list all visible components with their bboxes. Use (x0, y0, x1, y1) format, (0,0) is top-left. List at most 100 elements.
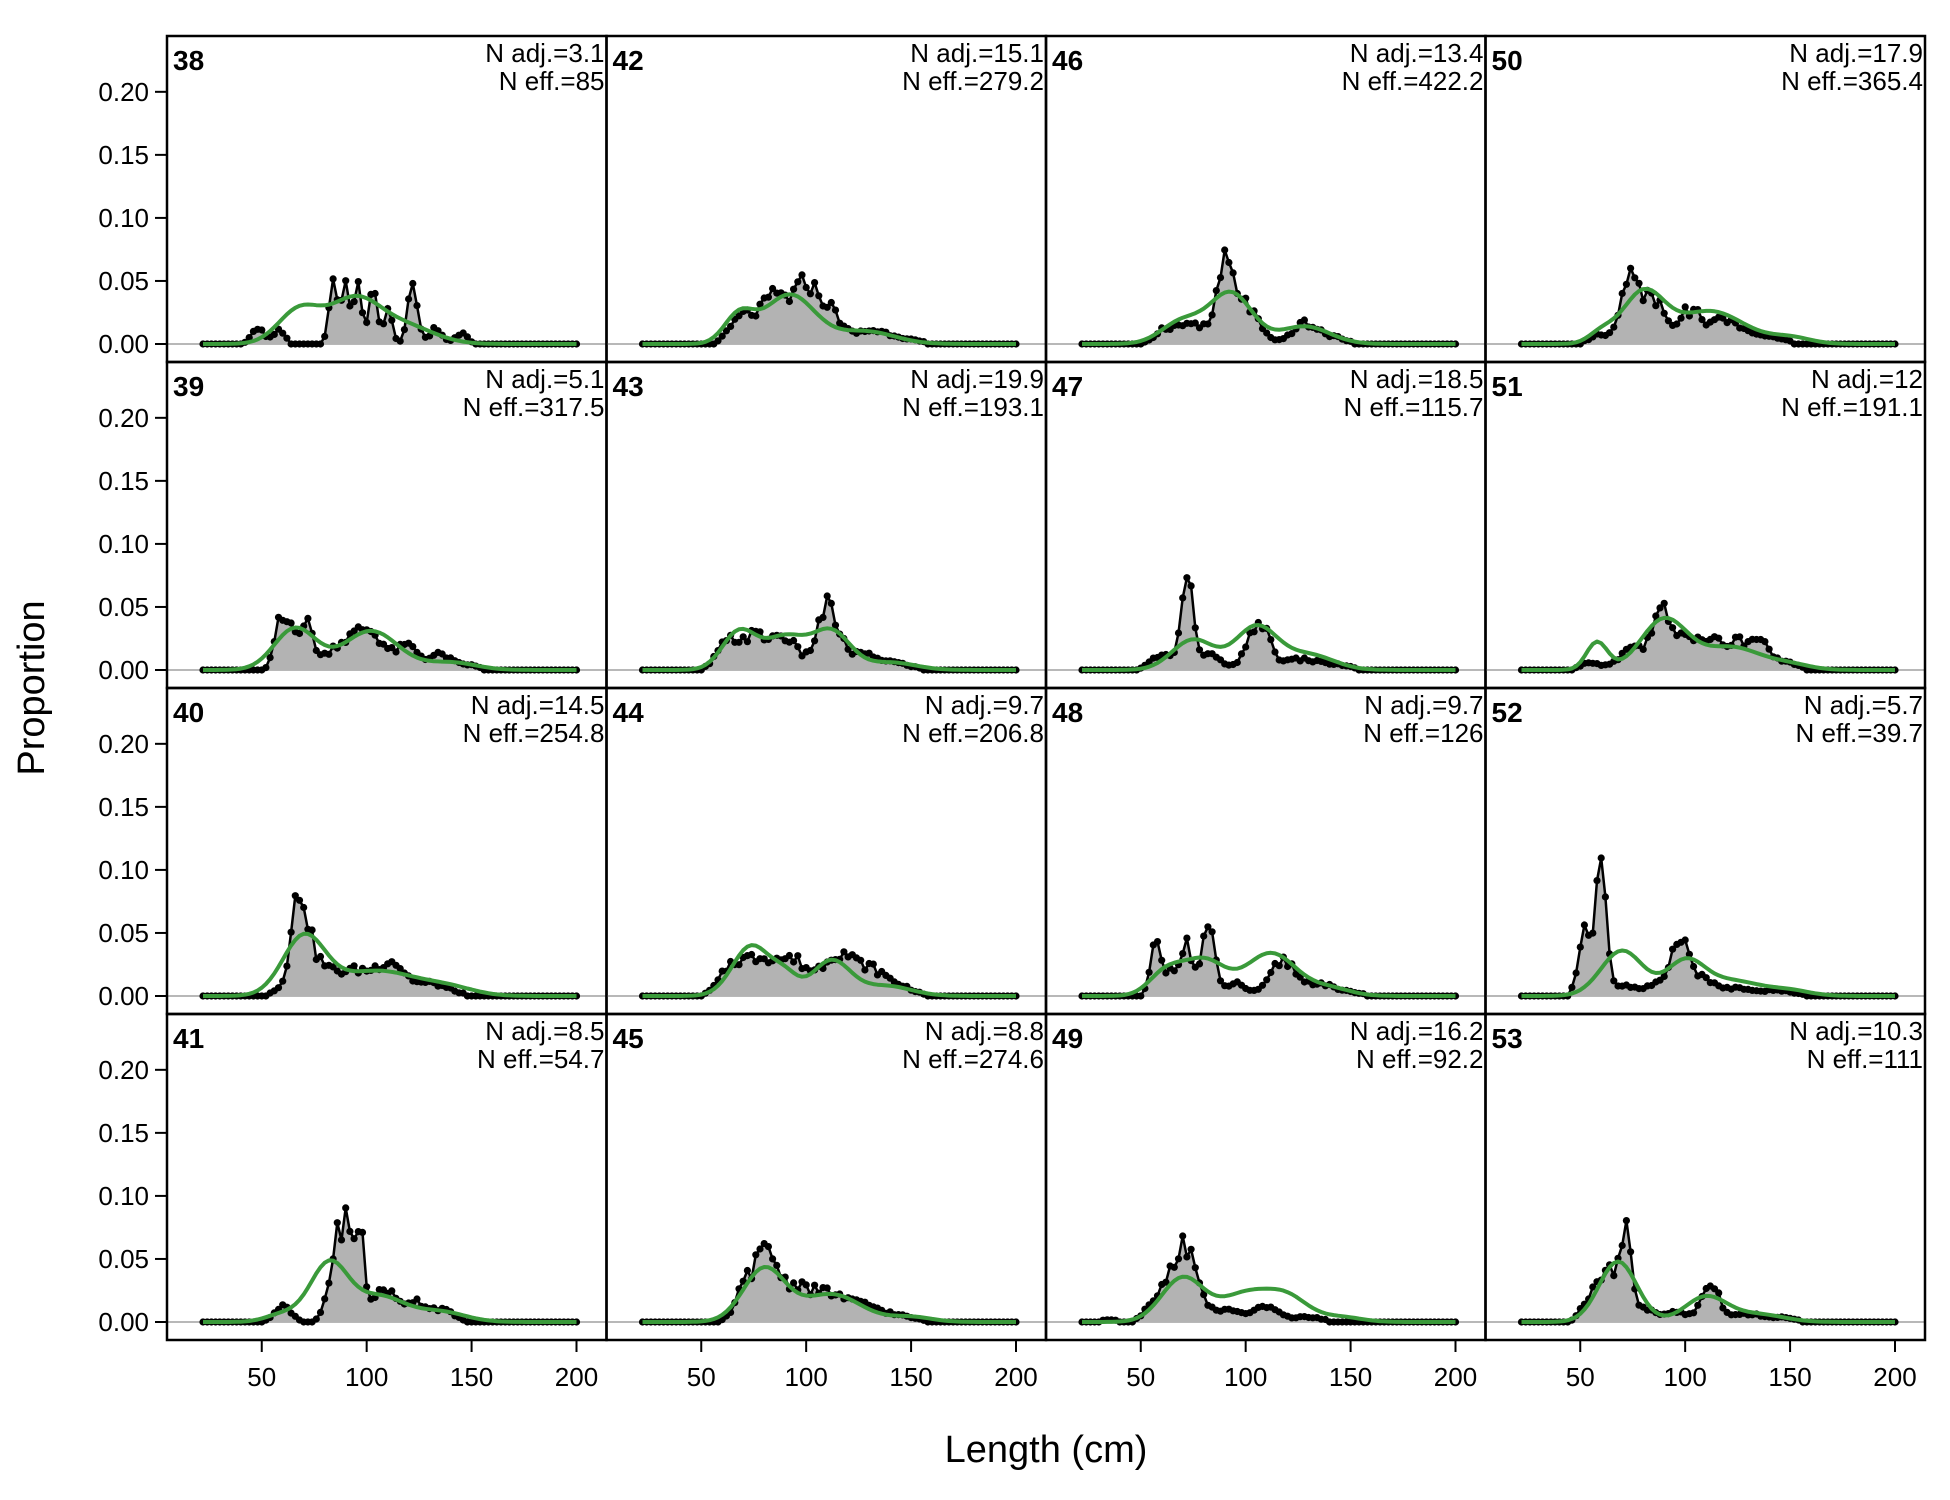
observed-point (1606, 329, 1614, 337)
y-tick-label: 0.20 (98, 77, 149, 107)
x-tick-label: 100 (1663, 1362, 1706, 1392)
x-tick-label: 50 (247, 1362, 276, 1392)
x-tick-label: 150 (1329, 1362, 1372, 1392)
observed-point (827, 298, 835, 307)
observed-point (1267, 636, 1275, 644)
n-adj-label: N adj.=13.4 (1350, 38, 1484, 68)
expected-line (642, 943, 1016, 998)
observed-point (1191, 319, 1199, 327)
x-tick-label: 50 (1566, 1362, 1595, 1392)
observed-point (1179, 594, 1187, 602)
observed-point (802, 1281, 810, 1289)
observed-point (1216, 977, 1225, 985)
observed-point (714, 337, 722, 345)
panel-id-label: 51 (1492, 371, 1523, 402)
observed-point (739, 633, 747, 641)
observed-point (346, 1227, 354, 1235)
observed-point (1208, 311, 1216, 319)
observed-point (1639, 297, 1647, 305)
observed-point (321, 1295, 329, 1303)
observed-point (1191, 624, 1199, 632)
observed-point (1610, 977, 1618, 985)
observed-point (811, 1281, 819, 1289)
panel-id-label: 40 (173, 697, 204, 728)
observed-point (1685, 950, 1693, 958)
panel-50: 50 N adj.=17.9N eff.=365.4 (1484, 34, 1927, 364)
observed-point (718, 332, 726, 340)
observed-point (823, 592, 831, 600)
observed-point (1195, 646, 1204, 654)
x-tick-label: 100 (345, 1362, 388, 1392)
observed-point (1200, 932, 1208, 940)
observed-point (270, 330, 278, 338)
observed-point (1715, 634, 1723, 642)
observed-point (1212, 287, 1220, 295)
expected-line (1521, 1259, 1895, 1324)
n-eff-label: N eff.=85 (499, 66, 605, 96)
expected-line (1521, 615, 1895, 672)
observed-area (1082, 1236, 1456, 1322)
panel-42: 42 N adj.=15.1N eff.=279.2 (605, 34, 1048, 364)
x-axes-group: 50 100 150 200 50 100 150 200 50 100 150 200 50 100 15… (247, 1340, 1917, 1392)
expected-line (203, 293, 577, 346)
observed-point (827, 599, 835, 608)
observed-point (321, 332, 329, 340)
observed-point (752, 312, 760, 320)
observed-point (764, 293, 773, 301)
observed-point (1610, 1272, 1618, 1280)
panel-44: 44 N adj.=9.7N eff.=206.8 (605, 686, 1048, 1016)
observed-point (363, 1283, 371, 1291)
observed-point (1601, 893, 1609, 901)
y-tick-label: 0.00 (98, 329, 149, 359)
observed-point (1660, 972, 1668, 981)
x-tick-label: 100 (784, 1362, 827, 1392)
observed-point (287, 619, 295, 627)
observed-point (798, 271, 806, 279)
n-eff-label: N eff.=126 (1363, 718, 1483, 748)
expected-line (203, 931, 577, 998)
observed-point (1158, 956, 1166, 964)
panel-id-label: 47 (1052, 371, 1083, 402)
observed-point (1170, 1263, 1178, 1271)
observed-point (1622, 280, 1630, 288)
observed-area (203, 1207, 577, 1322)
observed-point (379, 320, 388, 328)
y-tick-label: 0.05 (98, 1244, 149, 1274)
n-eff-label: N eff.=422.2 (1342, 66, 1484, 96)
observed-point (1267, 968, 1275, 977)
y-tick-label: 0.15 (98, 792, 149, 822)
y-tick-label: 0.05 (98, 918, 149, 948)
panel-id-label: 52 (1492, 697, 1523, 728)
observed-point (1229, 269, 1237, 277)
observed-point (1652, 612, 1660, 620)
observed-area (642, 596, 1016, 670)
observed-point (392, 648, 400, 656)
n-adj-label: N adj.=9.7 (925, 690, 1044, 720)
observed-point (295, 629, 304, 638)
observed-point (316, 340, 325, 348)
panel-40: 40 N adj.=14.5N eff.=254.8 (165, 686, 608, 1016)
observed-point (279, 329, 287, 337)
panel-id-label: 49 (1052, 1023, 1083, 1054)
observed-point (1179, 950, 1187, 958)
panel-49: 49 N adj.=16.2N eff.=92.2 (1044, 1012, 1487, 1342)
observed-point (1263, 976, 1271, 984)
observed-point (861, 966, 869, 974)
observed-area (642, 1243, 1016, 1322)
observed-point (1296, 973, 1304, 981)
observed-point (291, 892, 299, 900)
observed-point (1597, 854, 1605, 862)
n-adj-label: N adj.=12 (1811, 364, 1923, 394)
observed-point (739, 1277, 747, 1285)
observed-point (819, 613, 827, 622)
observed-area (1082, 926, 1456, 996)
observed-point (785, 297, 794, 306)
panel-43: 43 N adj.=19.9N eff.=193.1 (605, 360, 1048, 690)
expected-line (1521, 286, 1895, 346)
observed-point (823, 303, 831, 311)
observed-point (333, 1219, 341, 1227)
observed-point (1673, 320, 1681, 328)
observed-point (811, 637, 819, 645)
observed-point (337, 1236, 346, 1244)
observed-point (388, 316, 396, 324)
